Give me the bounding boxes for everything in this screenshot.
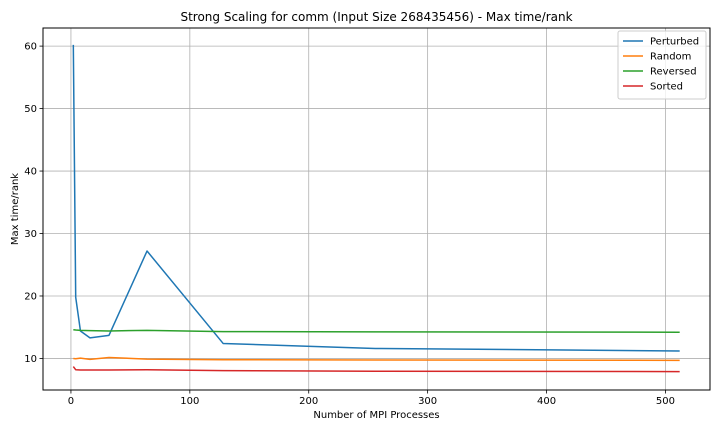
series-line-random	[73, 356, 680, 362]
legend: Perturbed Random Reversed Sorted	[617, 30, 707, 100]
series-line-perturbed	[72, 44, 680, 352]
legend-label-perturbed: Perturbed	[650, 37, 699, 48]
plot-area-frame	[42, 27, 711, 391]
x-tick-label: 400	[537, 396, 556, 407]
chart-title: Strong Scaling for comm (Input Size 2684…	[180, 10, 572, 24]
x-tick-label: 500	[656, 396, 675, 407]
y-tick-label: 20	[24, 291, 37, 302]
x-tick-label: 0	[68, 396, 74, 407]
y-tick-label: 30	[24, 229, 37, 240]
y-tick-label: 60	[24, 42, 37, 53]
y-axis-label: Max time/rank	[10, 173, 21, 245]
series-line-reversed	[73, 328, 680, 333]
x-tick-label: 300	[418, 396, 437, 407]
series-layer	[72, 44, 680, 373]
series-line-sorted	[72, 366, 680, 373]
y-tick-label: 40	[24, 167, 37, 178]
y-tick-label: 10	[24, 354, 37, 365]
legend-label-sorted: Sorted	[650, 82, 683, 93]
legend-label-random: Random	[650, 52, 691, 63]
x-tick-label: 200	[299, 396, 318, 407]
legend-box	[617, 30, 707, 100]
x-axis-label: Number of MPI Processes	[313, 410, 439, 421]
x-tick-label: 100	[180, 396, 199, 407]
y-axis-ticks: 10 20 30 40 50 60	[24, 42, 43, 365]
legend-label-reversed: Reversed	[650, 67, 697, 78]
y-tick-label: 50	[24, 104, 37, 115]
x-axis-ticks: 0 100 200 300 400 500	[68, 390, 675, 407]
